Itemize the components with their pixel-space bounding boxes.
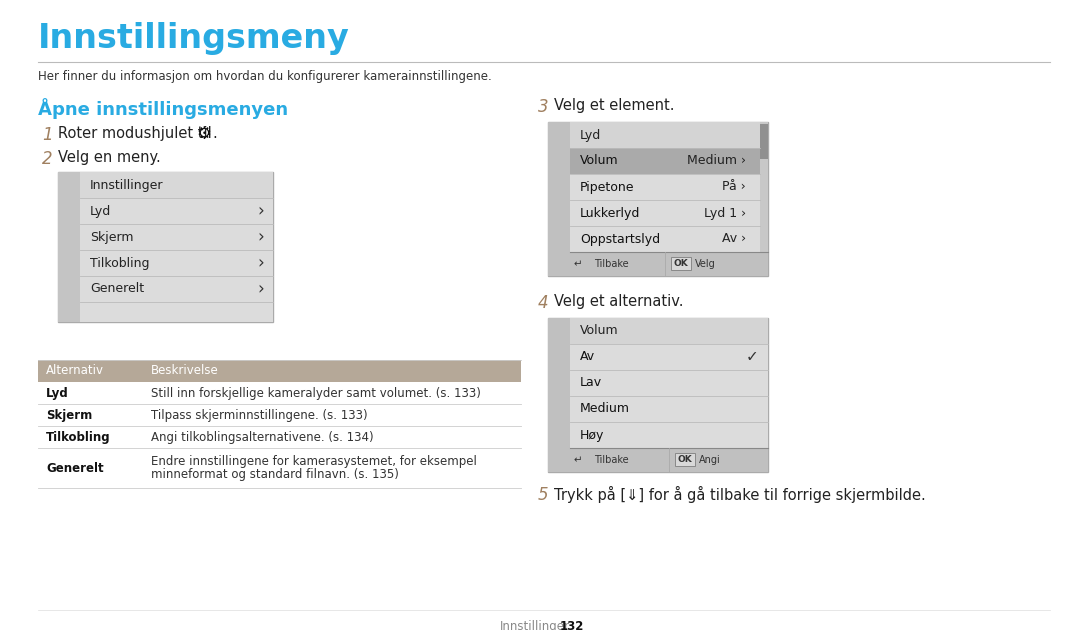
Text: ›: ›	[258, 280, 265, 298]
Text: Tilkobling: Tilkobling	[90, 256, 149, 270]
Text: Innstillinger: Innstillinger	[90, 178, 163, 192]
Text: Angi tilkoblingsalternativene. (s. 134): Angi tilkoblingsalternativene. (s. 134)	[151, 430, 374, 444]
FancyBboxPatch shape	[38, 404, 521, 426]
Text: Medium ›: Medium ›	[687, 154, 746, 168]
FancyBboxPatch shape	[38, 360, 521, 382]
Text: Innstillinger: Innstillinger	[500, 620, 570, 630]
Text: minneformat og standard filnavn. (s. 135): minneformat og standard filnavn. (s. 135…	[151, 468, 399, 481]
Text: Høy: Høy	[580, 428, 605, 442]
Text: Lyd: Lyd	[580, 129, 602, 142]
FancyBboxPatch shape	[570, 396, 768, 422]
Text: 3: 3	[538, 98, 549, 116]
Text: Tilbake: Tilbake	[594, 259, 629, 269]
Text: Pipetone: Pipetone	[580, 181, 635, 193]
Text: OK: OK	[674, 260, 688, 268]
Text: Lukkerlyd: Lukkerlyd	[580, 207, 640, 219]
FancyBboxPatch shape	[548, 318, 570, 472]
Text: Åpne innstillingsmenyen: Åpne innstillingsmenyen	[38, 98, 288, 119]
Text: Angi: Angi	[699, 455, 720, 465]
Text: Volum: Volum	[580, 154, 619, 168]
Text: Lyd: Lyd	[46, 386, 69, 399]
Text: Still inn forskjellige kameralyder samt volumet. (s. 133): Still inn forskjellige kameralyder samt …	[151, 386, 481, 399]
Text: 132: 132	[561, 620, 584, 630]
FancyBboxPatch shape	[80, 302, 273, 322]
Text: Tilkobling: Tilkobling	[46, 430, 110, 444]
FancyBboxPatch shape	[58, 172, 80, 322]
FancyBboxPatch shape	[570, 370, 768, 396]
Text: ↵: ↵	[573, 455, 582, 465]
FancyBboxPatch shape	[570, 252, 768, 276]
Text: Velg: Velg	[696, 259, 716, 269]
Text: ›: ›	[258, 254, 265, 272]
Text: Her finner du informasjon om hvordan du konfigurerer kamerainnstillingene.: Her finner du informasjon om hvordan du …	[38, 70, 491, 83]
Text: Lav: Lav	[580, 377, 603, 389]
FancyBboxPatch shape	[570, 200, 760, 226]
Text: ›: ›	[258, 202, 265, 220]
FancyBboxPatch shape	[80, 250, 273, 276]
Text: Velg en meny.: Velg en meny.	[58, 150, 161, 165]
Text: Av ›: Av ›	[721, 232, 746, 246]
FancyBboxPatch shape	[80, 172, 273, 198]
Text: 5: 5	[538, 486, 549, 504]
FancyBboxPatch shape	[38, 426, 521, 448]
Text: Roter modushjulet til: Roter modushjulet til	[58, 126, 216, 141]
Text: Alternativ: Alternativ	[46, 365, 104, 377]
FancyBboxPatch shape	[570, 448, 768, 472]
Text: Velg et alternativ.: Velg et alternativ.	[554, 294, 684, 309]
FancyBboxPatch shape	[548, 122, 768, 276]
Text: 1: 1	[42, 126, 53, 144]
FancyBboxPatch shape	[570, 148, 760, 174]
Text: OK: OK	[677, 455, 692, 464]
Text: Tilpass skjerminnstillingene. (s. 133): Tilpass skjerminnstillingene. (s. 133)	[151, 408, 367, 421]
FancyBboxPatch shape	[570, 344, 768, 370]
Text: Generelt: Generelt	[90, 282, 144, 295]
Text: På ›: På ›	[723, 181, 746, 193]
Text: Trykk på [⇓] for å gå tilbake til forrige skjermbilde.: Trykk på [⇓] for å gå tilbake til forrig…	[554, 486, 926, 503]
Text: 2: 2	[42, 150, 53, 168]
Text: ⚙: ⚙	[195, 125, 211, 143]
FancyBboxPatch shape	[38, 448, 521, 488]
FancyBboxPatch shape	[80, 224, 273, 250]
FancyBboxPatch shape	[671, 257, 691, 270]
FancyBboxPatch shape	[570, 174, 760, 200]
Text: 4: 4	[538, 294, 549, 312]
Text: Skjerm: Skjerm	[90, 231, 134, 244]
Text: Medium: Medium	[580, 403, 630, 416]
Text: Velg et element.: Velg et element.	[554, 98, 675, 113]
Text: Generelt: Generelt	[46, 462, 104, 474]
Text: Skjerm: Skjerm	[46, 408, 92, 421]
FancyBboxPatch shape	[760, 124, 768, 159]
FancyBboxPatch shape	[548, 318, 768, 472]
FancyBboxPatch shape	[58, 172, 273, 322]
Text: .: .	[212, 126, 217, 141]
Text: ↵: ↵	[573, 259, 582, 269]
Text: Tilbake: Tilbake	[594, 455, 629, 465]
Text: Endre innstillingene for kamerasystemet, for eksempel: Endre innstillingene for kamerasystemet,…	[151, 455, 477, 468]
FancyBboxPatch shape	[570, 318, 768, 344]
FancyBboxPatch shape	[570, 226, 760, 252]
FancyBboxPatch shape	[570, 122, 760, 148]
Text: ›: ›	[258, 228, 265, 246]
Text: Volum: Volum	[580, 324, 619, 338]
FancyBboxPatch shape	[80, 198, 273, 224]
Text: Oppstartslyd: Oppstartslyd	[580, 232, 660, 246]
Text: Innstillingsmeny: Innstillingsmeny	[38, 22, 350, 55]
FancyBboxPatch shape	[675, 453, 696, 466]
Text: Lyd 1 ›: Lyd 1 ›	[704, 207, 746, 219]
Text: Beskrivelse: Beskrivelse	[151, 365, 219, 377]
FancyBboxPatch shape	[570, 422, 768, 448]
Text: Lyd: Lyd	[90, 205, 111, 217]
FancyBboxPatch shape	[38, 382, 521, 404]
Text: Av: Av	[580, 350, 595, 364]
FancyBboxPatch shape	[80, 276, 273, 302]
FancyBboxPatch shape	[548, 122, 570, 276]
Text: ✓: ✓	[745, 350, 758, 365]
FancyBboxPatch shape	[760, 122, 768, 276]
